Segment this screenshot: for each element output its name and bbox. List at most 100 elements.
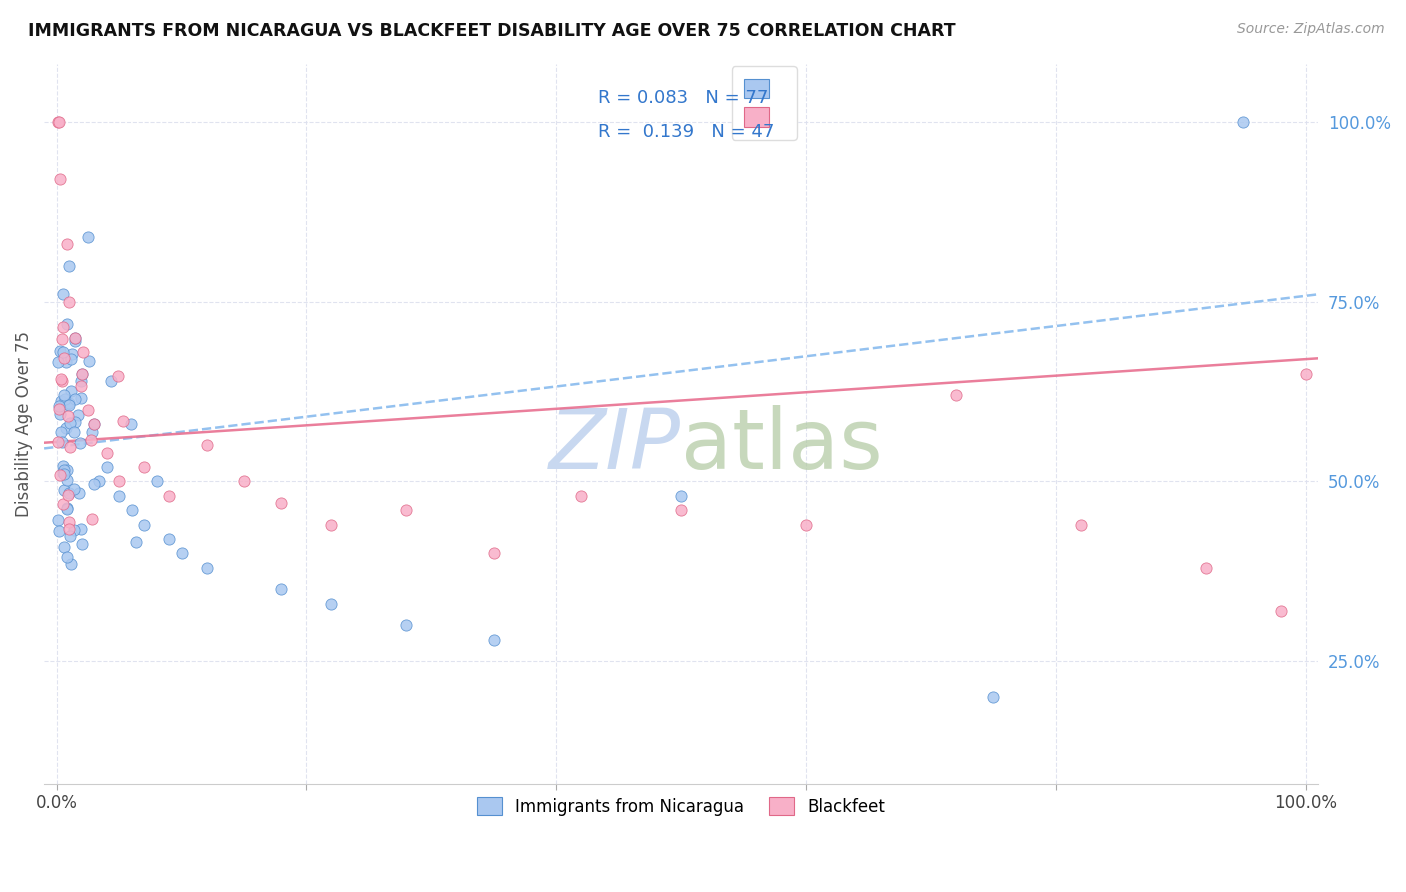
Point	[321, 517, 343, 532]
Point	[58, 396, 80, 410]
Point	[51, 394, 73, 409]
Point	[59, 557, 82, 571]
Y-axis label: Disability Age Over 75: Disability Age Over 75	[15, 331, 32, 516]
Point	[58, 398, 80, 412]
Point	[49, 172, 72, 186]
Point	[157, 489, 180, 503]
Point	[56, 501, 79, 516]
Point	[59, 384, 82, 398]
Point	[270, 496, 292, 510]
Point	[46, 434, 69, 449]
Point	[56, 318, 79, 332]
Point	[65, 330, 87, 344]
Point	[52, 458, 75, 473]
Text: Source: ZipAtlas.com: Source: ZipAtlas.com	[1237, 22, 1385, 37]
Point	[482, 632, 505, 647]
Point	[63, 425, 86, 440]
Point	[233, 475, 256, 489]
Point	[55, 355, 77, 369]
Point	[80, 434, 103, 448]
Point	[80, 512, 103, 526]
Point	[270, 582, 292, 597]
Point	[108, 489, 131, 503]
Point	[70, 374, 93, 388]
Point	[70, 379, 93, 393]
Point	[157, 532, 180, 546]
Point	[65, 330, 87, 344]
Point	[48, 524, 70, 538]
Point	[53, 351, 76, 365]
Point	[395, 618, 418, 632]
Point	[125, 535, 148, 549]
Point	[1195, 561, 1218, 575]
Point	[63, 524, 86, 538]
Point	[72, 345, 94, 359]
Point	[52, 345, 75, 359]
Point	[569, 489, 592, 503]
Point	[58, 294, 80, 309]
Point	[121, 503, 143, 517]
Point	[107, 369, 129, 384]
Point	[49, 408, 72, 422]
Point	[53, 467, 76, 481]
Point	[132, 460, 155, 475]
Point	[55, 421, 77, 435]
Text: R = 0.083   N = 77: R = 0.083 N = 77	[599, 89, 769, 107]
Point	[67, 486, 90, 500]
Point	[83, 417, 105, 431]
Point	[49, 344, 72, 359]
Point	[1270, 604, 1292, 618]
Point	[56, 474, 79, 488]
Point	[65, 416, 87, 430]
Point	[70, 537, 93, 551]
Point	[80, 425, 103, 439]
Point	[63, 482, 86, 496]
Point	[59, 416, 82, 430]
Point	[51, 435, 73, 450]
Point	[58, 440, 80, 454]
Point	[59, 529, 82, 543]
Point	[96, 445, 118, 459]
Point	[395, 503, 418, 517]
Point	[112, 414, 135, 428]
Point	[132, 517, 155, 532]
Point	[49, 467, 72, 482]
Point	[69, 391, 91, 405]
Point	[56, 409, 79, 424]
Point	[52, 483, 75, 497]
Point	[1295, 367, 1317, 381]
Text: ZIP: ZIP	[550, 405, 681, 486]
Point	[195, 438, 218, 452]
Point	[58, 522, 80, 536]
Point	[83, 417, 105, 431]
Point	[48, 355, 70, 369]
Point	[83, 476, 105, 491]
Point	[56, 488, 79, 502]
Point	[170, 546, 193, 560]
Legend: Immigrants from Nicaragua, Blackfeet: Immigrants from Nicaragua, Blackfeet	[467, 787, 896, 826]
Point	[55, 237, 77, 252]
Point	[52, 319, 75, 334]
Point	[108, 475, 131, 489]
Point	[70, 367, 93, 381]
Point	[76, 402, 98, 417]
Point	[96, 460, 118, 475]
Text: R =  0.139   N = 47: R = 0.139 N = 47	[599, 123, 775, 141]
Point	[145, 475, 167, 489]
Point	[51, 425, 73, 440]
Point	[51, 332, 73, 346]
Point	[794, 517, 817, 532]
Point	[69, 522, 91, 536]
Point	[56, 397, 79, 411]
Point	[1232, 114, 1254, 128]
Point	[56, 550, 79, 565]
Point	[63, 392, 86, 406]
Point	[60, 346, 83, 360]
Point	[120, 417, 142, 432]
Point	[195, 561, 218, 575]
Point	[55, 502, 77, 516]
Point	[46, 114, 69, 128]
Point	[79, 353, 101, 368]
Text: atlas: atlas	[681, 405, 883, 486]
Point	[53, 392, 76, 406]
